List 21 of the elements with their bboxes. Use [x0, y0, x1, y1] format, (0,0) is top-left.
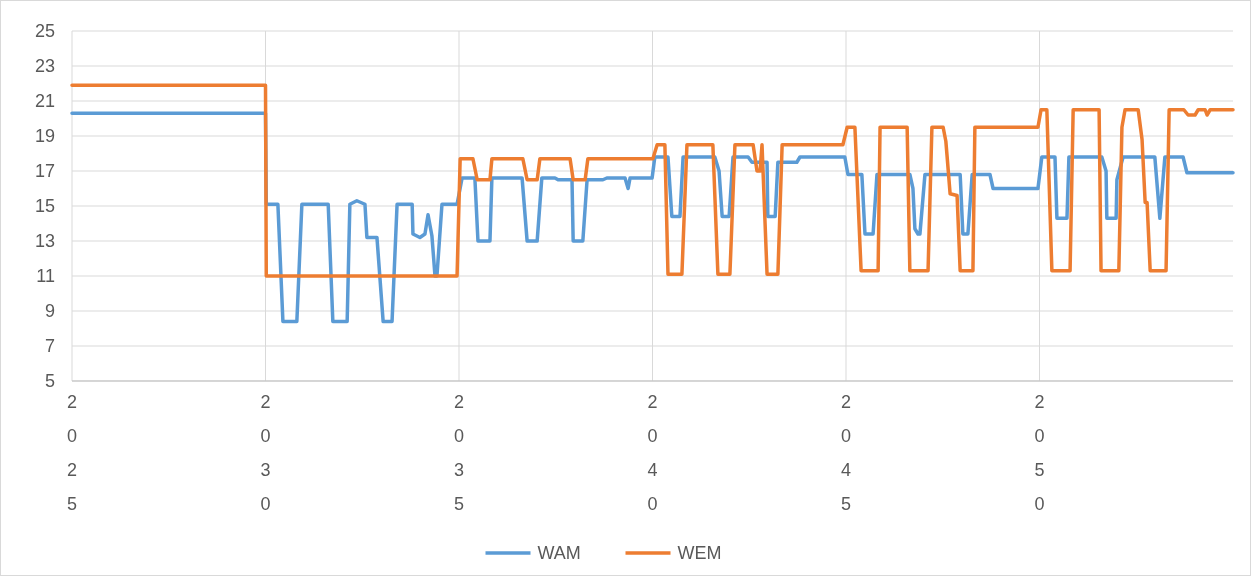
- y-tick-label: 5: [44, 371, 55, 391]
- y-tick-label: 21: [34, 91, 55, 111]
- legend-label: WAM: [537, 543, 581, 563]
- x-tick-label: 2 0 4 5: [840, 392, 852, 514]
- y-tick-label: 25: [34, 21, 55, 41]
- x-tick-label: 2 0 3 0: [260, 392, 271, 514]
- line-series: [70, 111, 1235, 324]
- y-tick-label: 23: [34, 56, 55, 76]
- y-tick-label: 15: [34, 196, 55, 216]
- y-tick-label: 9: [44, 301, 55, 321]
- x-tick-label: 2 0 3 5: [453, 392, 465, 514]
- x-tick-label: 2 0 2 5: [66, 392, 78, 514]
- line-series: [70, 83, 1235, 278]
- x-tick-label: 2 0 4 0: [647, 392, 658, 514]
- y-tick-label: 17: [34, 161, 55, 181]
- x-tick-label: 2 0 5 0: [1034, 392, 1045, 514]
- y-tick-label: 13: [34, 231, 55, 251]
- y-tick-label: 11: [36, 266, 55, 286]
- legend-label: WEM: [677, 543, 722, 563]
- y-tick-label: 19: [34, 126, 55, 146]
- y-tick-label: 7: [44, 336, 55, 356]
